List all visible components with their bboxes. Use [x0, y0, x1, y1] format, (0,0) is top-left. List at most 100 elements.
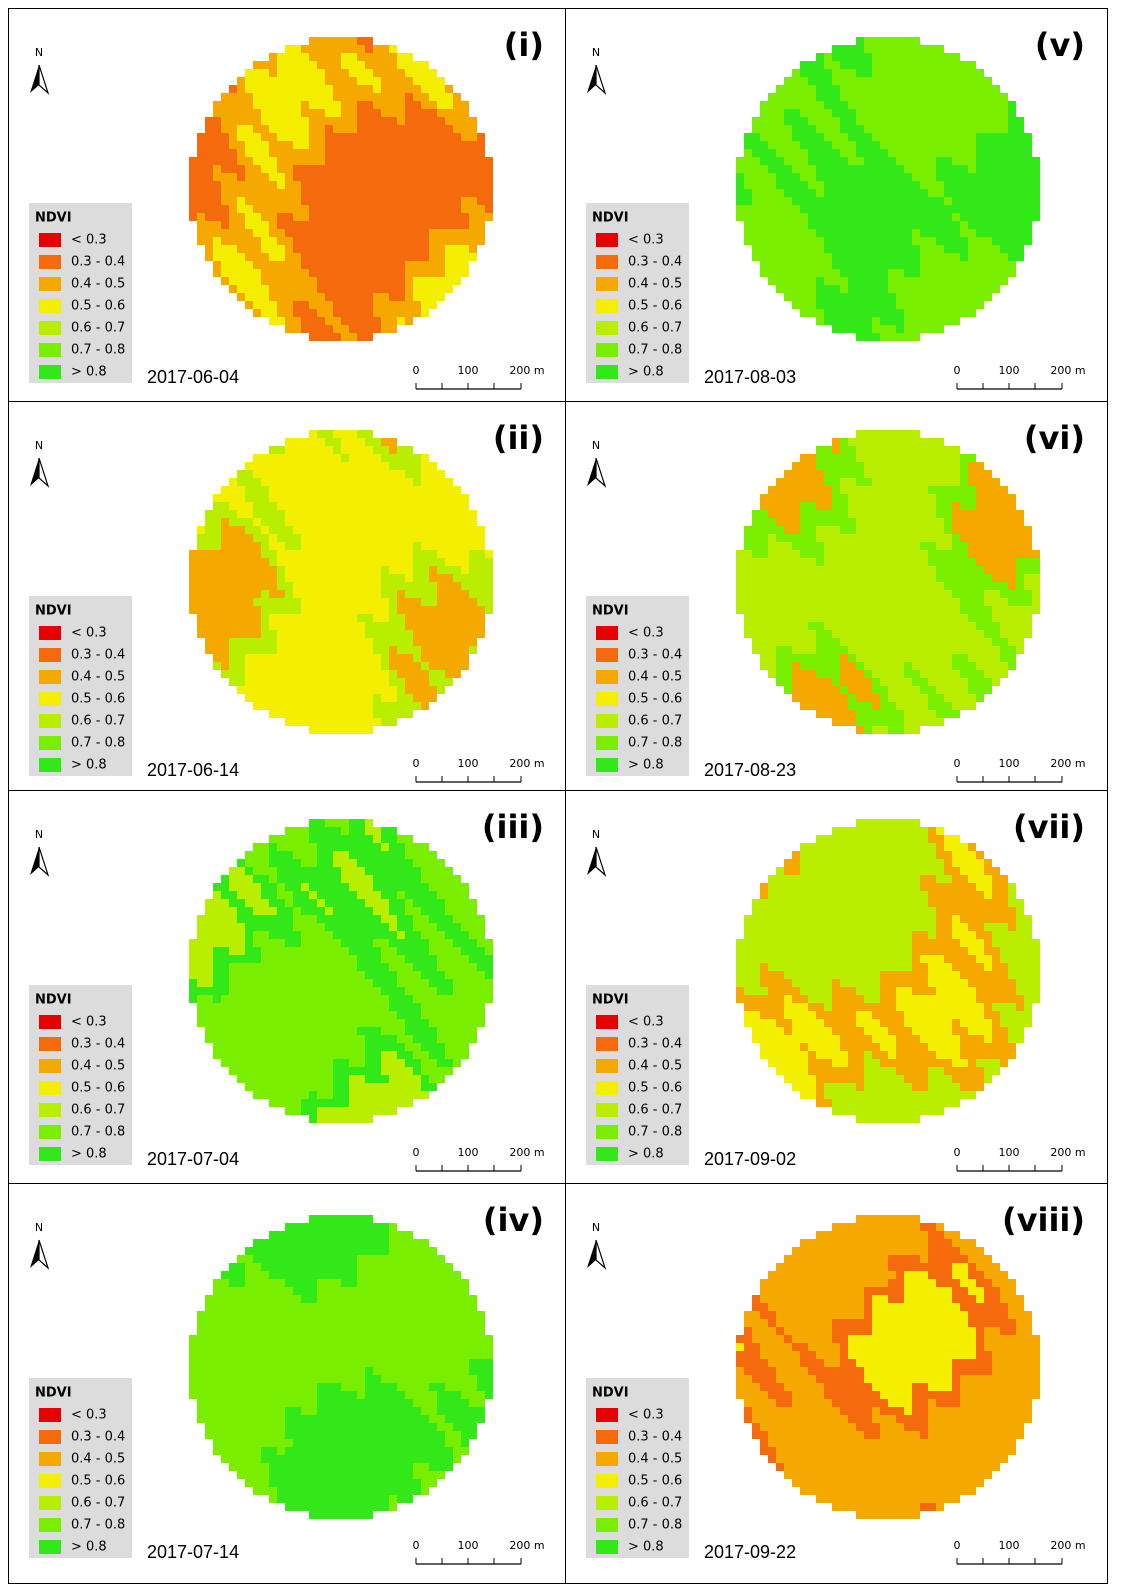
raster-cell — [365, 1311, 373, 1319]
raster-cell — [357, 678, 365, 686]
raster-cell — [341, 1511, 349, 1519]
raster-cell — [357, 646, 365, 654]
raster-cell — [437, 947, 445, 955]
raster-cell — [405, 630, 413, 638]
raster-cell — [261, 859, 269, 867]
raster-cell — [245, 867, 253, 875]
raster-cell — [221, 574, 229, 582]
raster-cell — [365, 1343, 373, 1351]
raster-cell — [373, 1407, 381, 1415]
raster-cell — [357, 165, 365, 173]
raster-cell — [397, 558, 405, 566]
raster-cell — [341, 454, 349, 462]
raster-cell — [397, 462, 405, 470]
raster-cell — [381, 1083, 389, 1091]
raster-cell — [429, 1359, 437, 1367]
raster-cell — [928, 125, 936, 133]
raster-cell — [309, 133, 317, 141]
raster-cell — [357, 859, 365, 867]
raster-cell — [277, 598, 285, 606]
raster-cell — [277, 843, 285, 851]
raster-cell — [245, 301, 253, 309]
raster-cell — [453, 1043, 461, 1051]
raster-cell — [856, 93, 864, 101]
raster-cell — [413, 891, 421, 899]
raster-cell — [365, 550, 373, 558]
raster-cell — [413, 261, 421, 269]
raster-cell — [285, 486, 293, 494]
raster-cell — [269, 213, 277, 221]
raster-cell — [269, 574, 277, 582]
raster-cell — [389, 859, 397, 867]
raster-cell — [357, 325, 365, 333]
raster-cell — [405, 582, 413, 590]
raster-cell — [301, 686, 309, 694]
raster-cell — [277, 614, 285, 622]
raster-cell — [477, 1407, 485, 1415]
raster-cell — [421, 1091, 429, 1099]
raster-cell — [760, 109, 768, 117]
raster-cell — [373, 867, 381, 875]
raster-cell — [277, 1327, 285, 1335]
raster-cell — [421, 670, 429, 678]
raster-cell — [477, 955, 485, 963]
raster-cell — [333, 165, 341, 173]
raster-cell — [309, 1011, 317, 1019]
raster-cell — [197, 141, 205, 149]
raster-cell — [792, 141, 800, 149]
raster-cell — [349, 253, 357, 261]
raster-cell — [864, 117, 872, 125]
raster-cell — [261, 261, 269, 269]
raster-cell — [365, 899, 373, 907]
raster-cell — [389, 574, 397, 582]
raster-cell — [397, 1043, 405, 1051]
raster-cell — [213, 125, 221, 133]
raster-cell — [325, 702, 333, 710]
raster-cell — [333, 197, 341, 205]
raster-cell — [397, 1067, 405, 1075]
raster-cell — [952, 125, 960, 133]
raster-cell — [437, 1383, 445, 1391]
raster-cell — [421, 1035, 429, 1043]
raster-cell — [928, 77, 936, 85]
raster-cell — [373, 510, 381, 518]
raster-cell — [325, 1263, 333, 1271]
raster-cell — [309, 835, 317, 843]
raster-cell — [469, 181, 477, 189]
raster-cell — [301, 1351, 309, 1359]
raster-cell — [197, 542, 205, 550]
raster-cell — [461, 125, 469, 133]
raster-cell — [261, 582, 269, 590]
raster-cell — [277, 1099, 285, 1107]
raster-cell — [341, 189, 349, 197]
raster-cell — [445, 654, 453, 662]
raster-cell — [421, 213, 429, 221]
raster-cell — [205, 1423, 213, 1431]
raster-cell — [277, 987, 285, 995]
raster-cell — [245, 678, 253, 686]
raster-cell — [269, 1303, 277, 1311]
raster-cell — [381, 205, 389, 213]
raster-cell — [381, 1415, 389, 1423]
raster-cell — [397, 157, 405, 165]
raster-cell — [245, 915, 253, 923]
raster-cell — [864, 101, 872, 109]
raster-cell — [309, 173, 317, 181]
raster-cell — [373, 53, 381, 61]
raster-cell — [365, 931, 373, 939]
raster-cell — [245, 1479, 253, 1487]
raster-cell — [357, 939, 365, 947]
raster-cell — [293, 157, 301, 165]
raster-cell — [277, 1287, 285, 1295]
raster-cell — [301, 269, 309, 277]
raster-cell — [317, 1107, 325, 1115]
raster-cell — [253, 915, 261, 923]
raster-cell — [389, 646, 397, 654]
raster-cell — [824, 133, 832, 141]
raster-cell — [840, 133, 848, 141]
raster-cell — [381, 301, 389, 309]
raster-cell — [277, 883, 285, 891]
raster-cell — [189, 165, 197, 173]
raster-cell — [293, 301, 301, 309]
raster-cell — [365, 955, 373, 963]
